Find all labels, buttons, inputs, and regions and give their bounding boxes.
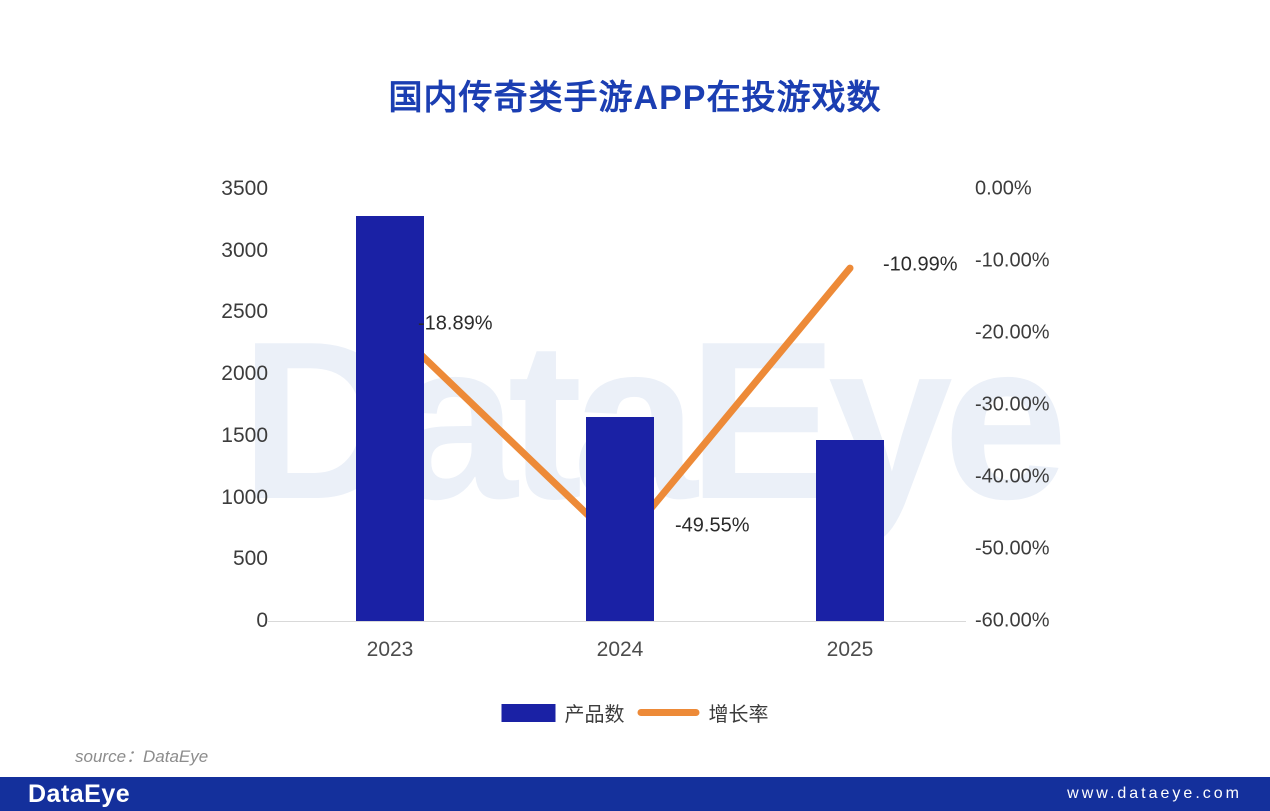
footer-bar: DataEye www.dataeye.com: [0, 777, 1270, 811]
legend-line-swatch: [637, 709, 700, 716]
right-axis-tick: -10.00%: [975, 249, 1050, 272]
x-axis-line: [268, 621, 966, 622]
growth-point-label-2023: -18.89%: [418, 312, 493, 335]
chart-title: 国内传奇类手游APP在投游戏数: [388, 79, 882, 117]
bar-2025: [816, 439, 884, 621]
right-axis-tick: -30.00%: [975, 393, 1050, 416]
left-axis-tick: 1000: [221, 485, 268, 509]
right-axis-tick: 0.00%: [975, 177, 1032, 200]
right-axis-tick: -20.00%: [975, 321, 1050, 344]
growth-point-label-2025: -10.99%: [883, 253, 958, 276]
dataeye-logo: DataEye: [28, 779, 131, 808]
left-axis-tick: 1500: [221, 423, 268, 447]
left-axis-tick: 3500: [221, 177, 268, 200]
right-axis-tick: -60.00%: [975, 609, 1050, 632]
source-note: source：DataEye: [75, 747, 209, 766]
legend-bar-swatch: [501, 703, 556, 722]
chart-legend: 产品数 增长率: [501, 698, 769, 727]
left-axis-tick: 0: [256, 609, 268, 632]
left-axis-tick: 2000: [221, 362, 268, 386]
x-axis-label-2023: 2023: [366, 638, 414, 661]
footer-url: www.dataeye.com: [1067, 785, 1242, 802]
legend-label-products: 产品数: [564, 704, 625, 726]
bar-2024: [586, 416, 654, 621]
x-axis-label-2025: 2025: [826, 638, 874, 661]
right-axis-tick: -50.00%: [975, 537, 1050, 560]
left-axis-tick: 500: [232, 547, 268, 571]
legend-label-growth: 增长率: [708, 704, 769, 726]
bar-2023: [356, 216, 424, 621]
growth-point-label-2024: -49.55%: [675, 514, 750, 537]
x-axis-label-2024: 2024: [596, 638, 644, 661]
right-axis-tick: -40.00%: [975, 465, 1050, 488]
left-axis-tick: 3000: [221, 238, 268, 262]
left-axis-tick: 2500: [221, 300, 268, 324]
